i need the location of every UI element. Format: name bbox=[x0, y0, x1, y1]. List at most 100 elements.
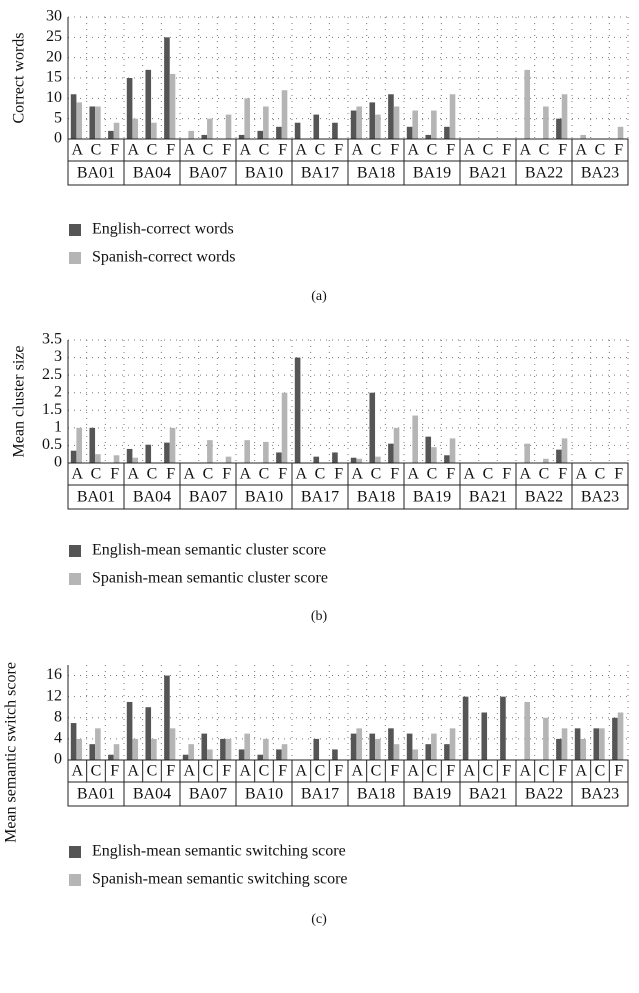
y-tick-label: 3 bbox=[54, 348, 62, 365]
bar bbox=[556, 118, 562, 139]
x-tick-label: A bbox=[520, 142, 532, 159]
bar bbox=[406, 126, 413, 139]
x-tick-label: C bbox=[147, 142, 158, 159]
bar bbox=[169, 427, 176, 463]
group-label: BA22 bbox=[525, 489, 563, 506]
bar bbox=[375, 456, 381, 463]
x-tick-label: C bbox=[259, 763, 270, 780]
bar bbox=[281, 392, 288, 463]
x-tick-label: C bbox=[91, 142, 102, 159]
x-tick-label: A bbox=[72, 142, 84, 159]
x-tick-label: A bbox=[520, 763, 532, 780]
bar bbox=[313, 456, 320, 463]
bar bbox=[294, 122, 301, 139]
legend-label: English-mean semantic cluster score bbox=[92, 542, 326, 559]
x-tick-label: F bbox=[390, 466, 399, 483]
group-label: BA22 bbox=[525, 165, 563, 182]
bar bbox=[412, 110, 418, 139]
bar bbox=[444, 126, 450, 139]
y-tick-label: 0.5 bbox=[42, 436, 62, 453]
x-tick-label: C bbox=[147, 466, 158, 483]
x-tick-label: F bbox=[390, 142, 399, 159]
bar bbox=[393, 106, 400, 139]
bar bbox=[617, 712, 624, 760]
group-label: BA18 bbox=[357, 489, 395, 506]
group-label: BA21 bbox=[469, 489, 507, 506]
bar bbox=[76, 102, 82, 139]
x-tick-label: F bbox=[446, 142, 455, 159]
x-tick-label: F bbox=[334, 763, 343, 780]
y-tick-label: 1 bbox=[54, 419, 62, 436]
bar bbox=[388, 443, 394, 463]
bar bbox=[612, 717, 618, 760]
bar bbox=[393, 744, 400, 760]
x-tick-label: A bbox=[296, 763, 308, 780]
bar bbox=[113, 122, 120, 139]
x-tick-label: A bbox=[352, 466, 364, 483]
group-label: BA10 bbox=[245, 489, 283, 506]
group-label: BA07 bbox=[189, 786, 227, 803]
x-tick-label: F bbox=[614, 466, 623, 483]
group-label: BA04 bbox=[133, 786, 171, 803]
group-label: BA04 bbox=[133, 165, 171, 182]
x-tick-label: C bbox=[371, 142, 382, 159]
bar bbox=[244, 733, 250, 760]
x-tick-label: C bbox=[259, 142, 270, 159]
x-tick-label: A bbox=[128, 466, 140, 483]
x-tick-label: C bbox=[595, 466, 606, 483]
y-axis-label: Mean semantic switch score bbox=[3, 662, 20, 843]
bar bbox=[580, 134, 586, 139]
x-tick-label: A bbox=[576, 142, 588, 159]
bar bbox=[556, 449, 562, 463]
bar bbox=[188, 744, 194, 760]
legend-swatch bbox=[69, 545, 81, 557]
bar bbox=[524, 443, 530, 463]
x-tick-label: F bbox=[558, 466, 567, 483]
bar bbox=[350, 457, 357, 463]
bar bbox=[89, 427, 96, 463]
legend-label: Spanish-mean semantic cluster score bbox=[92, 570, 328, 587]
group-label: BA01 bbox=[77, 165, 115, 182]
group-label: BA17 bbox=[301, 489, 339, 506]
group-label: BA19 bbox=[413, 165, 451, 182]
bar bbox=[574, 728, 581, 760]
group-label: BA18 bbox=[357, 165, 395, 182]
bar bbox=[332, 452, 338, 463]
bar bbox=[151, 738, 157, 760]
bar bbox=[244, 440, 250, 463]
x-tick-label: F bbox=[446, 466, 455, 483]
x-tick-label: A bbox=[184, 466, 196, 483]
group-label: BA10 bbox=[245, 165, 283, 182]
group-label: BA18 bbox=[357, 786, 395, 803]
x-tick-label: C bbox=[371, 763, 382, 780]
bar bbox=[113, 744, 120, 760]
bar bbox=[169, 728, 176, 760]
bar bbox=[201, 733, 208, 760]
bar bbox=[225, 738, 232, 760]
x-tick-label: C bbox=[315, 466, 326, 483]
bar bbox=[425, 134, 432, 139]
bar bbox=[276, 452, 282, 463]
bar bbox=[462, 696, 469, 760]
x-tick-label: F bbox=[110, 763, 119, 780]
y-tick-label: 20 bbox=[46, 48, 62, 65]
x-tick-label: C bbox=[483, 763, 494, 780]
y-tick-label: 1.5 bbox=[42, 401, 62, 418]
bar bbox=[481, 712, 488, 760]
y-tick-label: 15 bbox=[46, 69, 62, 86]
x-tick-label: F bbox=[166, 763, 175, 780]
group-label: BA07 bbox=[189, 489, 227, 506]
bar bbox=[599, 728, 605, 760]
bar bbox=[350, 110, 357, 139]
bar bbox=[556, 738, 562, 760]
x-tick-label: A bbox=[408, 763, 420, 780]
bar bbox=[263, 441, 269, 463]
bar bbox=[126, 78, 133, 139]
bar bbox=[375, 738, 381, 760]
x-tick-label: C bbox=[203, 142, 214, 159]
legend-swatch bbox=[69, 874, 81, 886]
y-tick-label: 12 bbox=[46, 687, 62, 704]
bar bbox=[356, 458, 362, 463]
bar bbox=[164, 675, 170, 760]
bar bbox=[356, 106, 362, 139]
